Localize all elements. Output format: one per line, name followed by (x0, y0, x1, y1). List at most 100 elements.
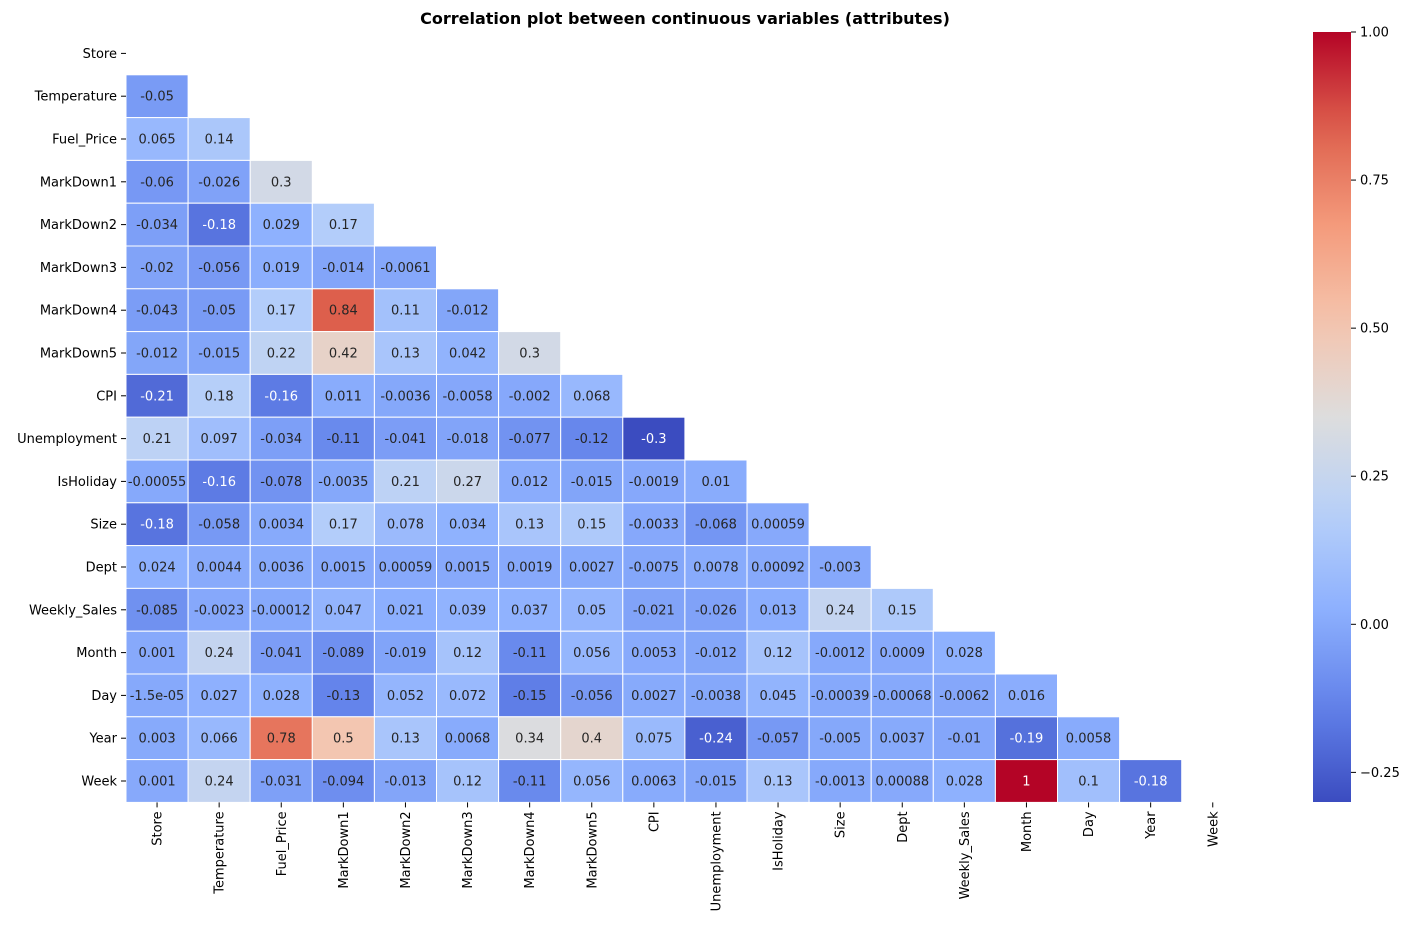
cell-label-fuel-price-store: 0.065 (138, 133, 175, 148)
cell-label-temperature-store: -0.05 (140, 90, 174, 105)
cell-label-dept-temperature: 0.0044 (196, 561, 242, 576)
cell-markdown2-markdown1 (311, 202, 375, 247)
cell-year-temperature (187, 716, 251, 761)
cell-label-dept-markdown4: 0.0019 (507, 561, 553, 576)
cell-label-year-fuel-price: 0.78 (267, 732, 296, 747)
cell-label-dept-markdown3: 0.0015 (445, 561, 491, 576)
cell-label-week-month: 1 (1022, 775, 1030, 790)
cell-label-markdown3-store: -0.02 (140, 261, 174, 276)
cell-label-size-unemployment: -0.068 (695, 518, 737, 533)
cell-month-isholiday (746, 630, 810, 675)
x-tick-label-store: Store (151, 811, 166, 845)
cell-label-size-fuel-price: 0.0034 (259, 518, 305, 533)
cell-dept-unemployment (684, 545, 748, 589)
cell-day-markdown5 (560, 673, 624, 718)
x-tick-label-markdown5: MarkDown5 (585, 811, 600, 888)
cell-markdown5-markdown4 (498, 331, 562, 375)
cell-label-markdown5-temperature: -0.015 (198, 347, 240, 362)
cell-label-unemployment-temperature: 0.097 (201, 432, 238, 447)
x-tick-label-temperature: Temperature (213, 811, 228, 894)
heatmap-cell-labels: -0.05 0.065 0.14 -0.06 -0.026 0.3 -0.034 -0.18 0… (128, 90, 1168, 790)
cell-month-size (808, 630, 872, 675)
x-tick-label-week: Week (1206, 811, 1221, 847)
cell-label-month-markdown5: 0.056 (573, 646, 610, 661)
cell-label-isholiday-markdown5: -0.015 (571, 475, 613, 490)
cell-size-store (125, 502, 189, 547)
y-tick-label-weekly-sales: Weekly_Sales (29, 603, 117, 618)
cell-unemployment-markdown3 (436, 416, 500, 461)
colorbar-tick-label: 0.50 (1360, 322, 1389, 337)
cell-temperature-store (125, 74, 189, 119)
cell-label-cpi-markdown4: -0.002 (509, 389, 551, 404)
cell-label-year-temperature: 0.066 (201, 732, 238, 747)
y-tick-label-markdown5: MarkDown5 (40, 347, 117, 362)
cell-size-markdown1 (311, 502, 375, 547)
cell-label-markdown4-store: -0.043 (136, 304, 178, 319)
cell-label-unemployment-cpi: -0.3 (641, 432, 666, 447)
cell-label-markdown5-markdown1: 0.42 (329, 347, 358, 362)
cell-isholiday-temperature (187, 459, 251, 504)
cell-weekly-sales-cpi (622, 587, 686, 632)
cell-markdown4-markdown1 (311, 288, 375, 333)
cell-unemployment-markdown4 (498, 416, 562, 461)
cell-label-markdown3-temperature: -0.056 (198, 261, 240, 276)
cell-label-week-year: -0.18 (1134, 775, 1168, 790)
cell-label-dept-markdown2: 0.00059 (379, 561, 433, 576)
cell-label-weekly-sales-markdown3: 0.039 (449, 603, 486, 618)
cell-label-markdown1-temperature: -0.026 (198, 175, 240, 190)
cell-fuel-price-temperature (187, 117, 251, 161)
cell-label-dept-markdown5: 0.0027 (569, 561, 615, 576)
cell-label-year-store: 0.003 (138, 732, 175, 747)
cell-label-size-store: -0.18 (140, 518, 174, 533)
cell-weekly-sales-markdown4 (498, 587, 562, 632)
heatmap-cells (125, 74, 1183, 803)
y-tick-label-week: Week (81, 775, 117, 790)
cell-label-weekly-sales-temperature: -0.0023 (194, 603, 244, 618)
colorbar-tick-label: 0.75 (1360, 174, 1389, 189)
cell-label-year-isholiday: -0.057 (757, 732, 799, 747)
cell-label-month-unemployment: -0.012 (695, 646, 737, 661)
cell-label-isholiday-markdown3: 0.27 (453, 475, 482, 490)
cell-fuel-price-store (125, 117, 189, 161)
x-tick-label-weekly-sales: Weekly_Sales (958, 811, 973, 899)
cell-week-unemployment (684, 759, 748, 803)
cell-markdown5-temperature (187, 331, 251, 375)
x-tick-label-markdown3: MarkDown3 (461, 811, 476, 888)
cell-month-markdown4 (498, 630, 562, 675)
y-tick-label-year: Year (88, 732, 117, 747)
y-tick-label-temperature: Temperature (34, 90, 117, 105)
cell-label-markdown5-markdown4: 0.3 (519, 347, 540, 362)
cell-label-dept-fuel-price: 0.0036 (259, 561, 305, 576)
cell-label-size-markdown1: 0.17 (329, 518, 358, 533)
cell-label-cpi-store: -0.21 (140, 389, 174, 404)
cell-day-dept (870, 673, 934, 718)
cell-label-isholiday-temperature: -0.16 (202, 475, 236, 490)
cell-label-day-weekly-sales: -0.0062 (939, 689, 989, 704)
x-tick-label-day: Day (1082, 811, 1097, 837)
x-tick-label-markdown1: MarkDown1 (337, 811, 352, 888)
colorbar: −0.25 0.00 0.25 0.50 0.75 1.00 (1313, 26, 1400, 802)
cell-dept-markdown4 (498, 545, 562, 589)
cell-weekly-sales-unemployment (684, 587, 748, 632)
cell-dept-size (808, 545, 872, 589)
cell-label-cpi-fuel-price: -0.16 (264, 389, 298, 404)
cell-markdown5-store (125, 331, 189, 375)
chart-title: Correlation plot between continuous vari… (420, 9, 950, 28)
y-tick-label-day: Day (91, 689, 117, 704)
cell-year-markdown5 (560, 716, 624, 761)
cell-week-temperature (187, 759, 251, 803)
cell-isholiday-unemployment (684, 459, 748, 504)
cell-label-year-cpi: 0.075 (635, 732, 672, 747)
cell-label-weekly-sales-markdown5: 0.05 (577, 603, 606, 618)
cell-month-markdown3 (436, 630, 500, 675)
cell-weekly-sales-markdown3 (436, 587, 500, 632)
cell-dept-markdown3 (436, 545, 500, 589)
cell-label-markdown4-markdown2: 0.11 (391, 304, 420, 319)
cell-cpi-store (125, 373, 189, 418)
cell-label-month-temperature: 0.24 (205, 646, 234, 661)
y-tick-label-cpi: CPI (96, 389, 117, 404)
cell-label-day-unemployment: -0.0038 (691, 689, 741, 704)
cell-markdown4-temperature (187, 288, 251, 333)
cell-label-dept-isholiday: 0.00092 (751, 561, 805, 576)
y-axis-ticks: Store Temperature Fuel_Price MarkDown1 MarkD… (17, 47, 126, 790)
